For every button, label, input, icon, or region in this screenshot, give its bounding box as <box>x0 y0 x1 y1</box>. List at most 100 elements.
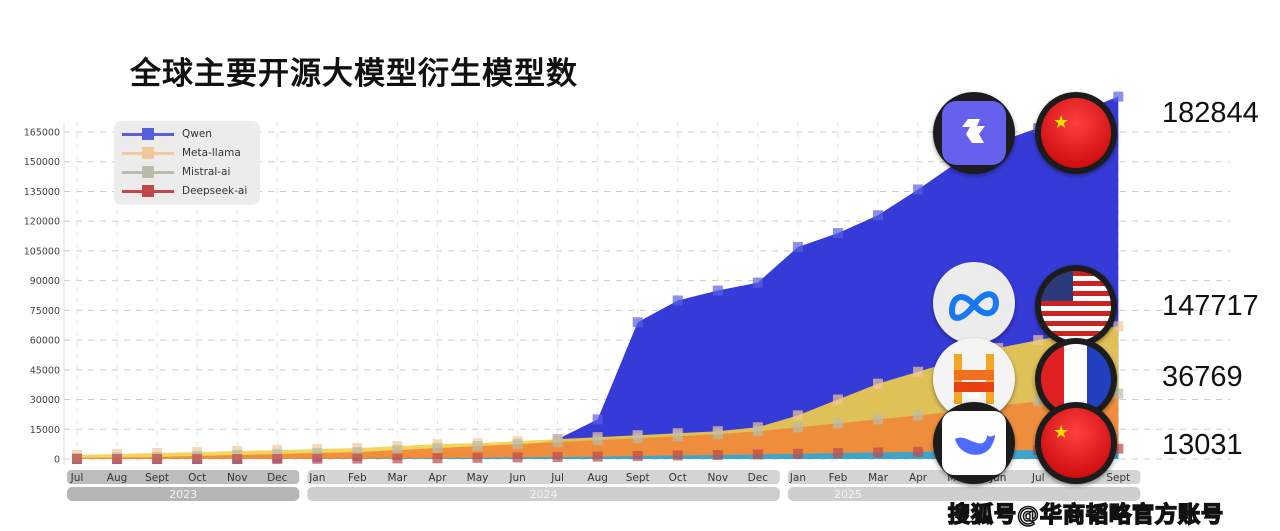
data-point-mistral-ai <box>592 435 603 446</box>
x-tick-label: May <box>467 472 489 484</box>
area-mistral-ai <box>77 393 1119 459</box>
data-point-deepseek-ai <box>512 452 523 463</box>
month-band <box>307 470 780 484</box>
data-point-deepseek-ai <box>152 454 163 464</box>
deepseek-logo-icon <box>933 402 1015 484</box>
legend-label: Meta-llama <box>182 147 241 159</box>
y-tick-label: 105000 <box>24 246 60 257</box>
deepseek-total-label: 13031 <box>1162 429 1243 461</box>
data-point-mistral-ai <box>792 422 803 433</box>
data-point-deepseek-ai <box>272 454 283 464</box>
data-point-mistral-ai <box>712 429 723 440</box>
data-point-mistral-ai <box>913 410 924 421</box>
meta-llama-total-label: 147717 <box>1162 290 1259 322</box>
data-point-qwen <box>913 184 924 195</box>
data-point-meta-llama <box>1033 335 1044 346</box>
x-tick-label: Sept <box>145 472 169 484</box>
data-point-mistral-ai <box>392 445 403 456</box>
legend-swatch <box>122 184 174 197</box>
data-point-deepseek-ai <box>112 454 123 464</box>
y-tick-label: 0 <box>54 455 60 466</box>
data-point-deepseek-ai <box>72 454 82 464</box>
data-point-meta-llama <box>792 410 803 421</box>
data-point-deepseek-ai <box>752 449 763 460</box>
y-tick-label: 135000 <box>24 187 60 198</box>
mistral-total-label: 36769 <box>1162 361 1243 393</box>
x-tick-label: Jul <box>70 472 84 484</box>
data-point-mistral-ai <box>672 431 683 442</box>
data-point-deepseek-ai <box>592 451 603 462</box>
legend-label: Deepseek-ai <box>182 185 248 197</box>
x-tick-label: Mar <box>868 472 888 484</box>
china-flag-icon: ★ <box>1035 402 1117 484</box>
year-band <box>787 487 1141 501</box>
x-tick-label: Oct <box>669 472 687 484</box>
data-point-qwen <box>792 241 803 252</box>
y-tick-label: 75000 <box>30 306 60 317</box>
data-point-deepseek-ai <box>712 450 723 461</box>
china-flag-icon: ★ <box>1035 92 1117 174</box>
x-tick-label: Aug <box>587 472 608 484</box>
y-tick-label: 150000 <box>24 157 60 168</box>
x-tick-label: Jul <box>550 472 564 484</box>
x-tick-label: Oct <box>188 472 206 484</box>
data-point-deepseek-ai <box>873 447 883 458</box>
chart-title: 全球主要开源大模型衍生模型数 <box>130 56 578 92</box>
data-point-deepseek-ai <box>192 454 203 464</box>
data-point-mistral-ai <box>632 433 643 444</box>
legend-item-mistral-ai: Mistral-ai <box>122 163 230 181</box>
y-tick-label: 45000 <box>30 365 60 376</box>
data-point-deepseek-ai <box>312 453 323 464</box>
x-tick-label: Sept <box>626 472 650 484</box>
area-deepseek-ai <box>77 448 1119 459</box>
data-point-mistral-ai <box>1113 388 1124 399</box>
x-tick-label: Dec <box>748 472 769 484</box>
data-point-qwen <box>1113 91 1124 102</box>
data-point-meta-llama <box>1113 321 1124 332</box>
year-band <box>307 487 780 501</box>
data-point-mistral-ai <box>1033 396 1044 407</box>
y-tick-label: 60000 <box>30 336 60 347</box>
x-tick-label: Jan <box>789 472 806 484</box>
data-point-deepseek-ai <box>232 454 243 464</box>
legend-label: Qwen <box>182 128 212 140</box>
data-point-deepseek-ai <box>832 448 843 459</box>
data-point-deepseek-ai <box>472 452 483 463</box>
data-point-meta-llama <box>913 366 924 377</box>
data-point-mistral-ai <box>352 447 363 458</box>
x-tick-label: Nov <box>708 472 729 484</box>
data-point-qwen <box>832 228 843 239</box>
data-point-deepseek-ai <box>672 450 683 461</box>
x-tick-label: Sept <box>1106 472 1130 484</box>
year-band <box>67 487 300 501</box>
data-point-meta-llama <box>873 378 883 389</box>
x-tick-label: Feb <box>829 472 848 484</box>
legend-item-deepseek-ai: Deepseek-ai <box>122 182 247 200</box>
y-tick-label: 165000 <box>24 128 60 139</box>
legend-item-qwen: Qwen <box>122 125 212 143</box>
y-tick-label: 120000 <box>24 217 60 228</box>
year-label: 2025 <box>834 488 862 501</box>
x-tick-label: Apr <box>909 472 928 484</box>
legend-swatch <box>122 127 174 140</box>
year-label: 2023 <box>169 488 197 501</box>
data-point-deepseek-ai <box>392 453 403 464</box>
x-tick-label: Apr <box>428 472 447 484</box>
meta-logo-icon <box>933 262 1015 344</box>
data-point-mistral-ai <box>512 439 523 450</box>
month-band <box>67 470 300 484</box>
legend: Qwen Meta-llama Mistral-ai Deepseek-ai <box>114 121 260 205</box>
data-point-deepseek-ai <box>352 453 363 464</box>
y-tick-label: 30000 <box>30 395 60 406</box>
data-point-mistral-ai <box>752 426 763 437</box>
legend-item-meta-llama: Meta-llama <box>122 144 241 162</box>
x-tick-label: Dec <box>267 472 288 484</box>
y-tick-label: 15000 <box>30 425 60 436</box>
x-tick-label: Jul <box>1031 472 1045 484</box>
x-tick-label: Feb <box>348 472 367 484</box>
year-label: 2024 <box>530 488 558 501</box>
data-point-meta-llama <box>832 394 843 405</box>
data-point-deepseek-ai <box>432 453 443 464</box>
x-tick-label: Nov <box>227 472 248 484</box>
data-point-deepseek-ai <box>632 451 643 462</box>
